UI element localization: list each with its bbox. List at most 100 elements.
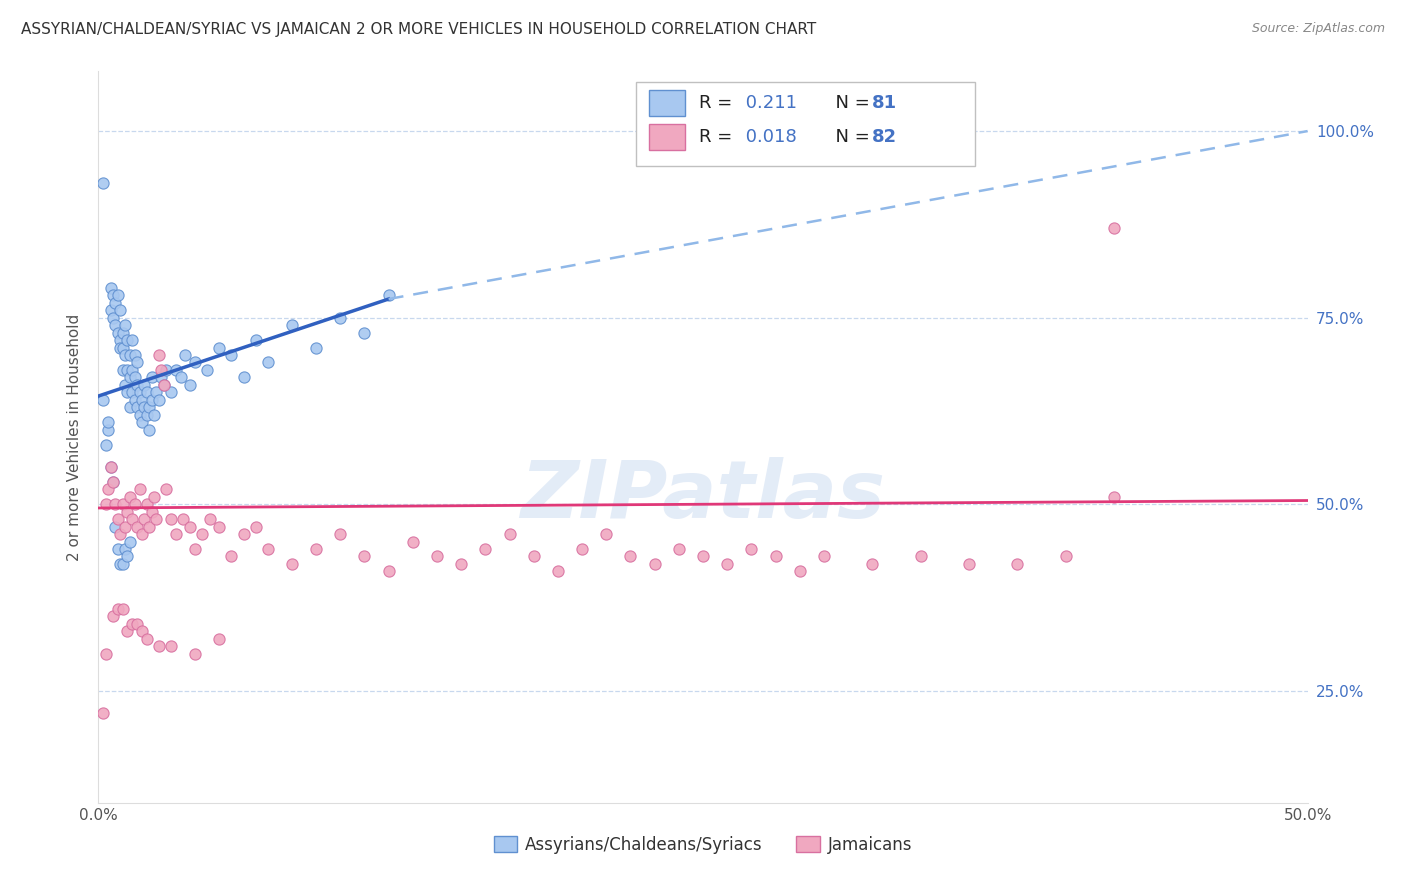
Point <box>117 624 139 639</box>
Text: R =: R = <box>699 128 738 146</box>
Text: 0.211: 0.211 <box>741 94 797 112</box>
Point <box>107 601 129 615</box>
Point <box>172 512 194 526</box>
Point <box>692 549 714 564</box>
Point <box>910 549 932 564</box>
Point <box>118 490 141 504</box>
Point <box>100 281 122 295</box>
Point <box>191 527 214 541</box>
Text: N =: N = <box>824 128 876 146</box>
FancyBboxPatch shape <box>648 90 685 116</box>
Point <box>118 348 141 362</box>
Point <box>124 370 146 384</box>
Point <box>114 542 136 557</box>
Point <box>124 348 146 362</box>
Point <box>118 534 141 549</box>
Point <box>108 557 131 571</box>
Point <box>813 549 835 564</box>
Point <box>101 609 124 624</box>
Point <box>108 341 131 355</box>
Point <box>114 348 136 362</box>
Point <box>148 348 170 362</box>
Point <box>232 370 254 384</box>
Point <box>644 557 666 571</box>
Point <box>128 408 150 422</box>
Point <box>117 333 139 347</box>
Point <box>198 512 221 526</box>
Point <box>245 333 267 347</box>
Point <box>94 497 117 511</box>
Point <box>117 549 139 564</box>
Point <box>97 423 120 437</box>
Point <box>111 497 134 511</box>
Point <box>165 363 187 377</box>
Point <box>100 303 122 318</box>
Point <box>101 475 124 489</box>
Point <box>131 527 153 541</box>
Point <box>232 527 254 541</box>
Point <box>145 512 167 526</box>
Point <box>716 557 738 571</box>
Point <box>104 519 127 533</box>
Point <box>111 601 134 615</box>
Point <box>91 392 114 407</box>
Point <box>128 483 150 497</box>
Point <box>145 385 167 400</box>
Point <box>571 542 593 557</box>
Point <box>107 288 129 302</box>
Point <box>141 392 163 407</box>
Point <box>169 370 191 384</box>
Text: 81: 81 <box>872 94 897 112</box>
Point <box>134 512 156 526</box>
Point <box>184 355 207 369</box>
Point <box>329 527 352 541</box>
Point <box>121 616 143 631</box>
Point <box>208 632 231 646</box>
Point <box>131 415 153 429</box>
Point <box>377 288 399 302</box>
Point <box>195 363 218 377</box>
Legend: Assyrians/Chaldeans/Syriacs, Jamaicans: Assyrians/Chaldeans/Syriacs, Jamaicans <box>486 829 920 860</box>
Point <box>97 415 120 429</box>
Point <box>97 483 120 497</box>
Point <box>1007 557 1029 571</box>
Point <box>104 318 127 332</box>
Point <box>135 385 157 400</box>
Point <box>100 459 122 474</box>
Text: ASSYRIAN/CHALDEAN/SYRIAC VS JAMAICAN 2 OR MORE VEHICLES IN HOUSEHOLD CORRELATION: ASSYRIAN/CHALDEAN/SYRIAC VS JAMAICAN 2 O… <box>21 22 817 37</box>
Point <box>256 542 278 557</box>
Point <box>91 706 114 721</box>
Point <box>121 512 143 526</box>
Point <box>101 310 124 325</box>
Point <box>107 326 129 340</box>
Point <box>474 542 496 557</box>
Point <box>305 341 328 355</box>
Point <box>134 377 156 392</box>
Point <box>94 647 117 661</box>
Point <box>135 497 157 511</box>
Point <box>179 519 201 533</box>
Point <box>377 565 399 579</box>
Point <box>789 565 811 579</box>
Point <box>1102 490 1125 504</box>
Point <box>152 377 174 392</box>
Point <box>131 624 153 639</box>
Point <box>114 318 136 332</box>
FancyBboxPatch shape <box>648 124 685 150</box>
Point <box>353 549 375 564</box>
Point <box>184 647 207 661</box>
Point <box>135 632 157 646</box>
Point <box>402 534 425 549</box>
Point <box>104 295 127 310</box>
Point <box>160 385 183 400</box>
Point <box>860 557 883 571</box>
Point <box>108 303 131 318</box>
Point <box>179 377 201 392</box>
Point <box>127 355 149 369</box>
Point <box>127 616 149 631</box>
Point <box>221 348 243 362</box>
Point <box>155 363 177 377</box>
Text: R =: R = <box>699 94 738 112</box>
Point <box>111 363 134 377</box>
Point <box>111 326 134 340</box>
